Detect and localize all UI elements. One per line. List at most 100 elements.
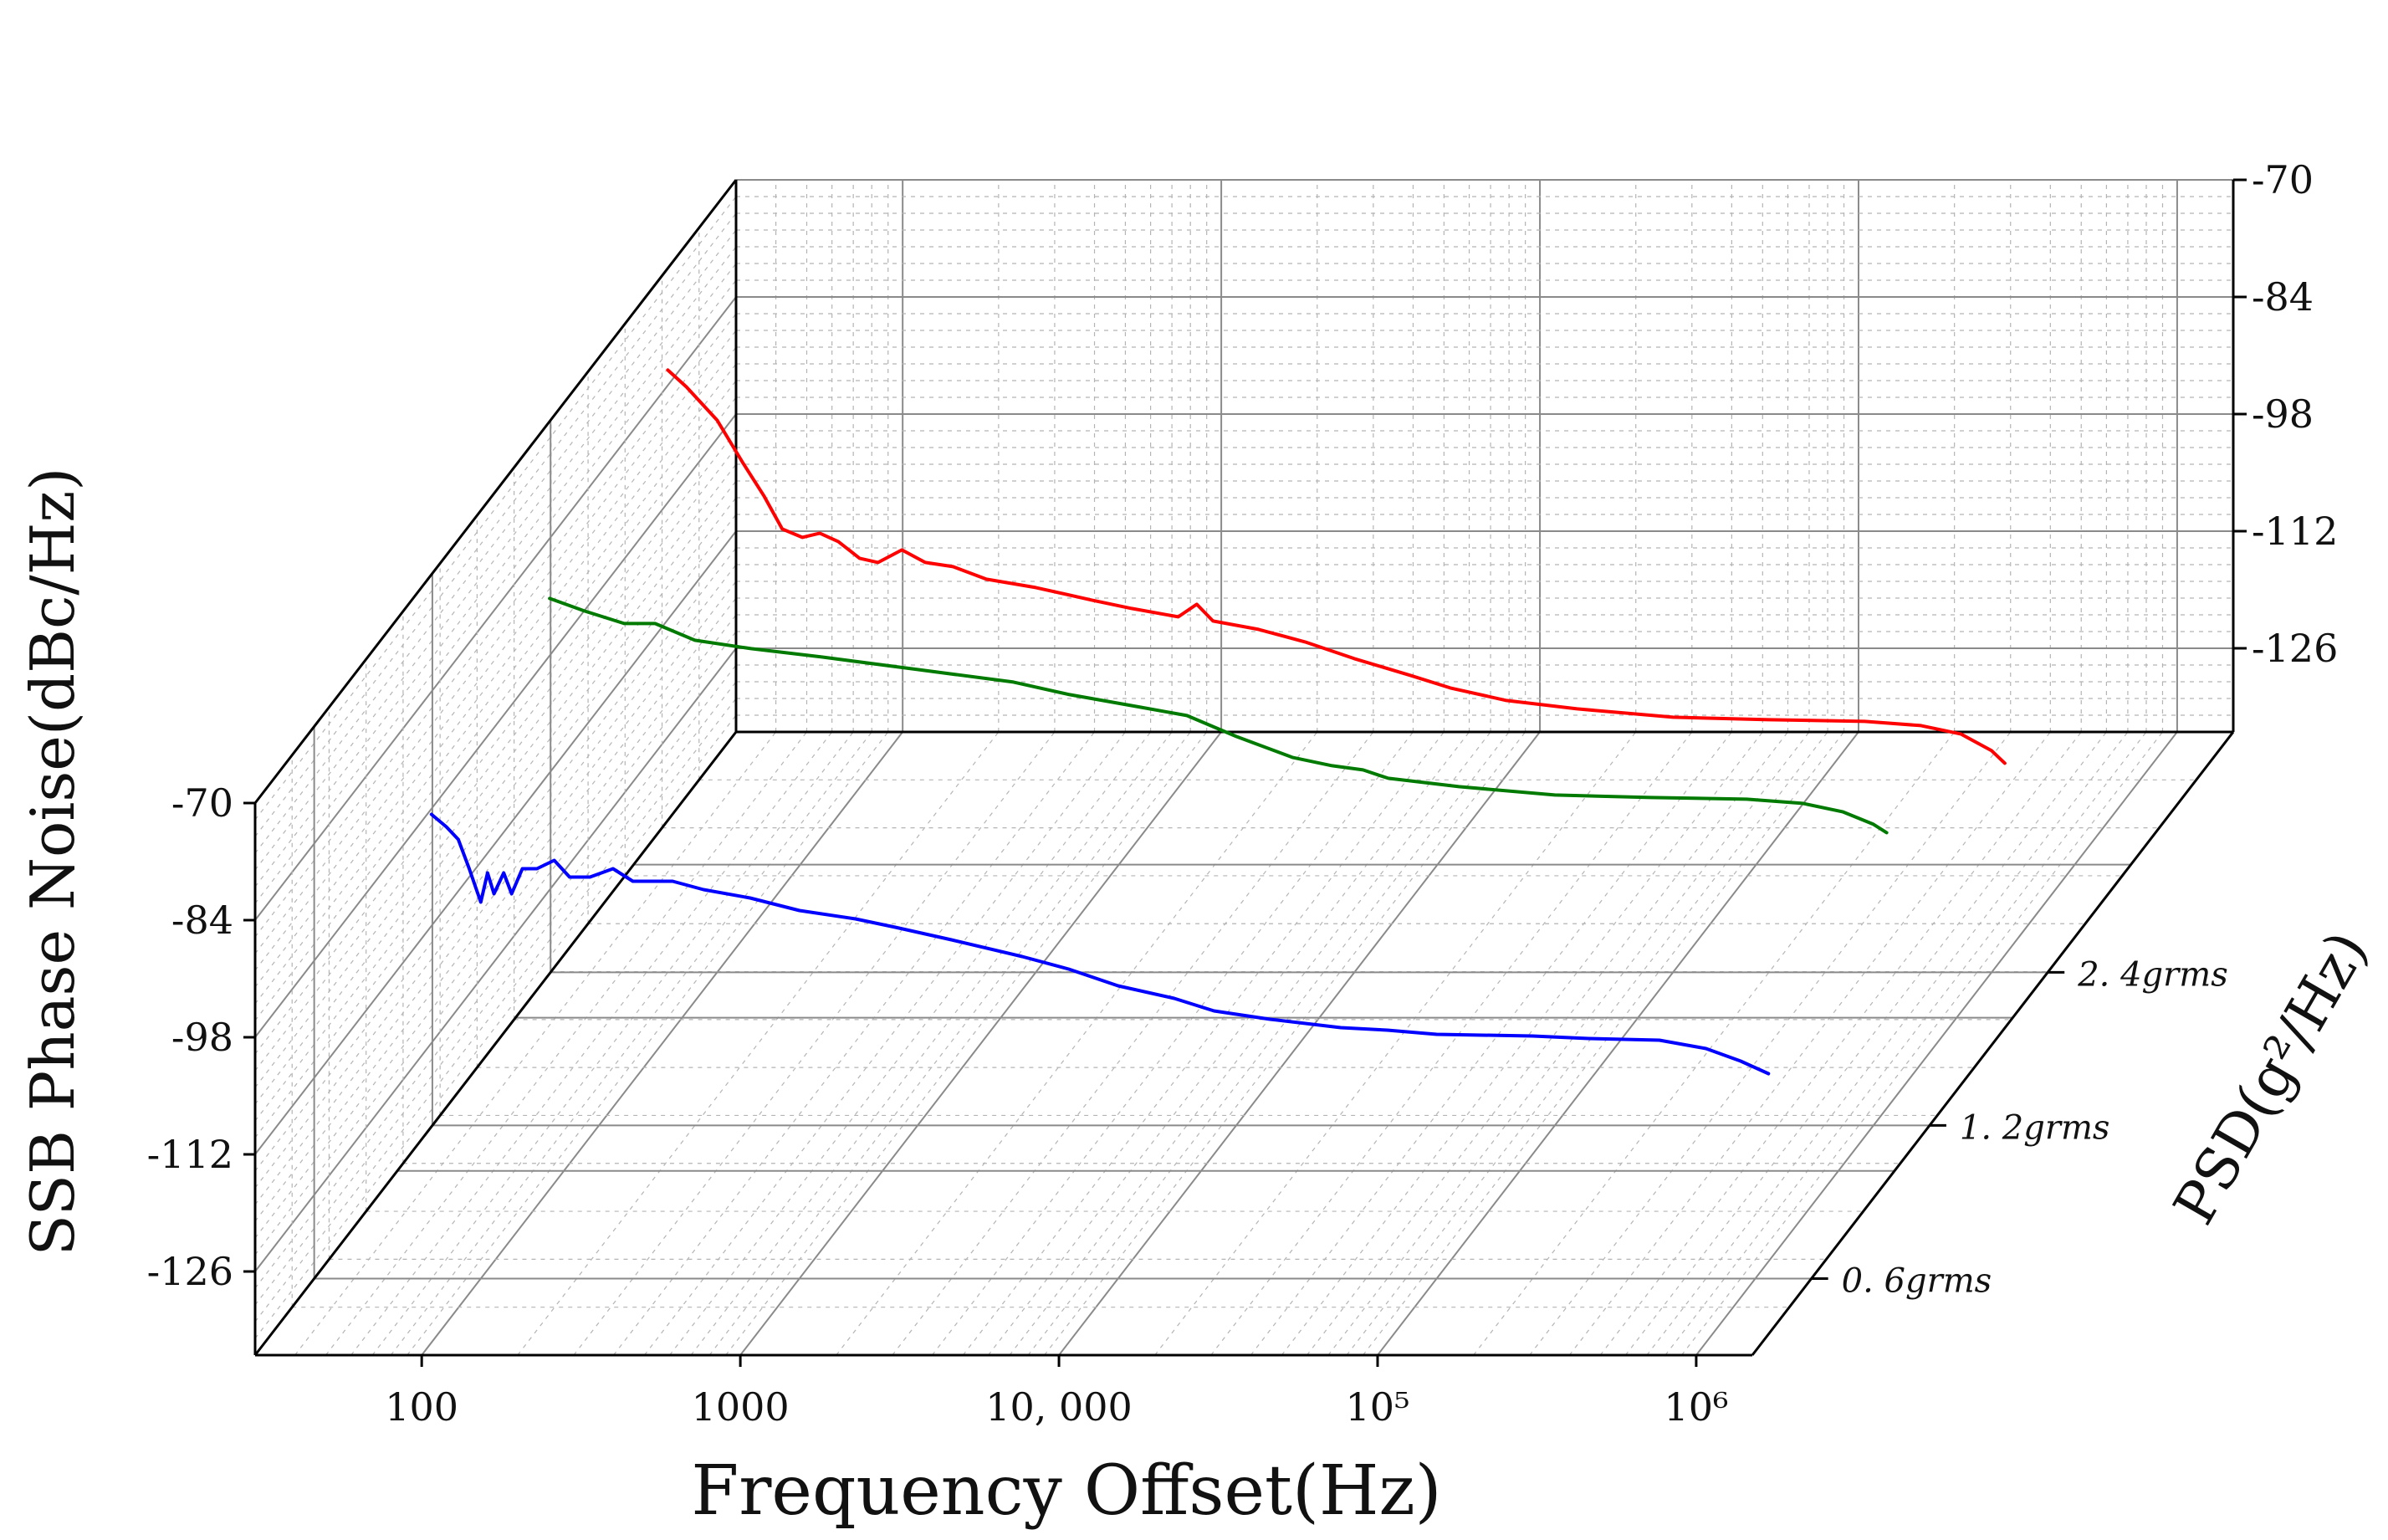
right-y-tick-label: -112 bbox=[2252, 509, 2338, 554]
side-wall-minor-gridline bbox=[254, 698, 737, 1323]
floor-minor-gridline bbox=[407, 731, 889, 1356]
x-tick-label: 100 bbox=[385, 1384, 458, 1430]
side-wall-minor-gridline bbox=[254, 681, 737, 1306]
floor-minor-gridline bbox=[1027, 731, 1510, 1356]
tick-labels: 100 1000 10, 000 10⁵ 10⁶ -70 -70 -84 -84 -98 -98 -1… bbox=[147, 157, 2339, 1430]
series-line-3 bbox=[666, 368, 2007, 765]
side-wall-bottom-edge bbox=[253, 731, 738, 1356]
side-wall-minor-gridline bbox=[254, 614, 737, 1239]
side-wall-major-gridline bbox=[254, 647, 737, 1272]
side-wall-minor-gridline bbox=[254, 547, 737, 1172]
side-wall-minor-gridline bbox=[254, 447, 737, 1072]
side-wall-major-gridline bbox=[254, 413, 737, 1038]
floor-major-gridline bbox=[421, 731, 903, 1356]
floor-minor-gridline bbox=[1681, 731, 2163, 1356]
x-tick-label: 10⁶ bbox=[1664, 1384, 1728, 1430]
y-tick-label: -126 bbox=[147, 1249, 233, 1294]
y-tick-label: -70 bbox=[171, 780, 233, 826]
floor-minor-gridline bbox=[613, 731, 1096, 1356]
floor-minor-gridline bbox=[1327, 731, 1810, 1356]
floor-minor-gridline bbox=[1473, 731, 1956, 1356]
floor-minor-gridline bbox=[1306, 731, 1788, 1356]
floor-minor-gridline bbox=[390, 731, 872, 1356]
side-wall-minor-gridline bbox=[254, 212, 737, 837]
y-tick-label: -84 bbox=[171, 898, 233, 943]
series-line-1 bbox=[429, 812, 1771, 1076]
side-wall-minor-gridline bbox=[254, 497, 737, 1122]
y-tick-label: -98 bbox=[171, 1015, 233, 1060]
side-wall-minor-gridline bbox=[254, 346, 737, 971]
side-wall-minor-gridline bbox=[254, 330, 737, 954]
x-tick-label: 1000 bbox=[692, 1384, 790, 1430]
side-wall-top-edge bbox=[253, 179, 738, 804]
chart-axes bbox=[243, 178, 2247, 1367]
floor-minor-gridline bbox=[1646, 731, 2129, 1356]
floor-major-gridline bbox=[739, 731, 1222, 1356]
floor-major-gridline bbox=[1695, 731, 2178, 1356]
floor-minor-gridline bbox=[1568, 731, 2051, 1356]
side-wall-minor-gridline bbox=[254, 313, 737, 938]
floor-minor-gridline bbox=[643, 731, 1126, 1356]
floor-minor-gridline bbox=[1363, 731, 1845, 1356]
floor-minor-gridline bbox=[1599, 731, 2082, 1356]
floor-minor-gridline bbox=[962, 731, 1445, 1356]
floor-minor-gridline bbox=[371, 731, 854, 1356]
side-wall-minor-gridline bbox=[254, 229, 737, 854]
floor-minor-gridline bbox=[325, 731, 807, 1356]
side-wall-minor-gridline bbox=[254, 581, 737, 1205]
series-layer bbox=[429, 368, 2007, 1076]
floor-minor-gridline bbox=[836, 731, 1318, 1356]
side-wall-minor-gridline bbox=[254, 279, 737, 904]
right-y-tick-label: -126 bbox=[2252, 626, 2338, 671]
z-category-label: 0. 6grms bbox=[1842, 1261, 1992, 1300]
y-tick-label: -112 bbox=[147, 1132, 233, 1177]
side-wall-minor-gridline bbox=[254, 631, 737, 1256]
side-wall-minor-gridline bbox=[254, 514, 737, 1138]
floor-minor-gridline bbox=[573, 731, 1056, 1356]
floor-minor-gridline bbox=[1624, 731, 2107, 1356]
floor-minor-gridline bbox=[1664, 731, 2147, 1356]
floor-minor-gridline bbox=[1009, 731, 1491, 1356]
side-wall-minor-gridline bbox=[254, 397, 737, 1021]
floor-minor-gridline bbox=[669, 731, 1152, 1356]
chart-gridlines bbox=[254, 179, 2233, 1356]
side-wall-minor-gridline bbox=[254, 564, 737, 1189]
side-wall-major-gridline bbox=[254, 530, 737, 1155]
floor-minor-gridline bbox=[892, 731, 1374, 1356]
floor-minor-gridline bbox=[1154, 731, 1637, 1356]
side-wall-major-gridline bbox=[254, 296, 737, 921]
floor-minor-gridline bbox=[350, 731, 833, 1356]
floor-minor-gridline bbox=[517, 731, 1000, 1356]
z-category-label: 2. 4grms bbox=[2077, 955, 2228, 994]
floor-minor-gridline bbox=[294, 731, 777, 1356]
side-wall-minor-gridline bbox=[254, 480, 737, 1105]
floor-minor-gridline bbox=[1044, 731, 1526, 1356]
floor-minor-gridline bbox=[725, 731, 1208, 1356]
right-y-tick-label: -70 bbox=[2252, 157, 2314, 202]
x-axis-label: Frequency Offset(Hz) bbox=[691, 1451, 1441, 1531]
y-axis-label: SSB Phase Noise(dBc/Hz) bbox=[18, 468, 88, 1256]
floor-minor-gridline bbox=[931, 731, 1414, 1356]
floor-major-gridline bbox=[1058, 731, 1541, 1356]
side-wall-minor-gridline bbox=[254, 196, 737, 821]
side-wall-minor-gridline bbox=[254, 463, 737, 1088]
side-wall-minor-gridline bbox=[254, 380, 737, 1005]
right-y-tick-label: -84 bbox=[2252, 274, 2314, 320]
side-wall-minor-gridline bbox=[254, 246, 737, 871]
side-wall-minor-gridline bbox=[254, 597, 737, 1222]
side-wall-minor-gridline bbox=[254, 714, 737, 1339]
side-wall-minor-gridline bbox=[254, 664, 737, 1289]
floor-minor-gridline bbox=[988, 731, 1470, 1356]
floor-minor-gridline bbox=[1346, 731, 1828, 1356]
z-axis-line bbox=[1751, 731, 2235, 1356]
side-wall-minor-gridline bbox=[254, 263, 737, 888]
right-y-tick-label: -98 bbox=[2252, 391, 2314, 437]
floor-minor-gridline bbox=[1529, 731, 2012, 1356]
floor-minor-gridline bbox=[1250, 731, 1732, 1356]
x-tick-label: 10⁵ bbox=[1345, 1384, 1409, 1430]
series-line-2 bbox=[548, 596, 1889, 835]
floor-minor-gridline bbox=[1210, 731, 1693, 1356]
floor-minor-gridline bbox=[1281, 731, 1763, 1356]
floor-minor-gridline bbox=[690, 731, 1173, 1356]
